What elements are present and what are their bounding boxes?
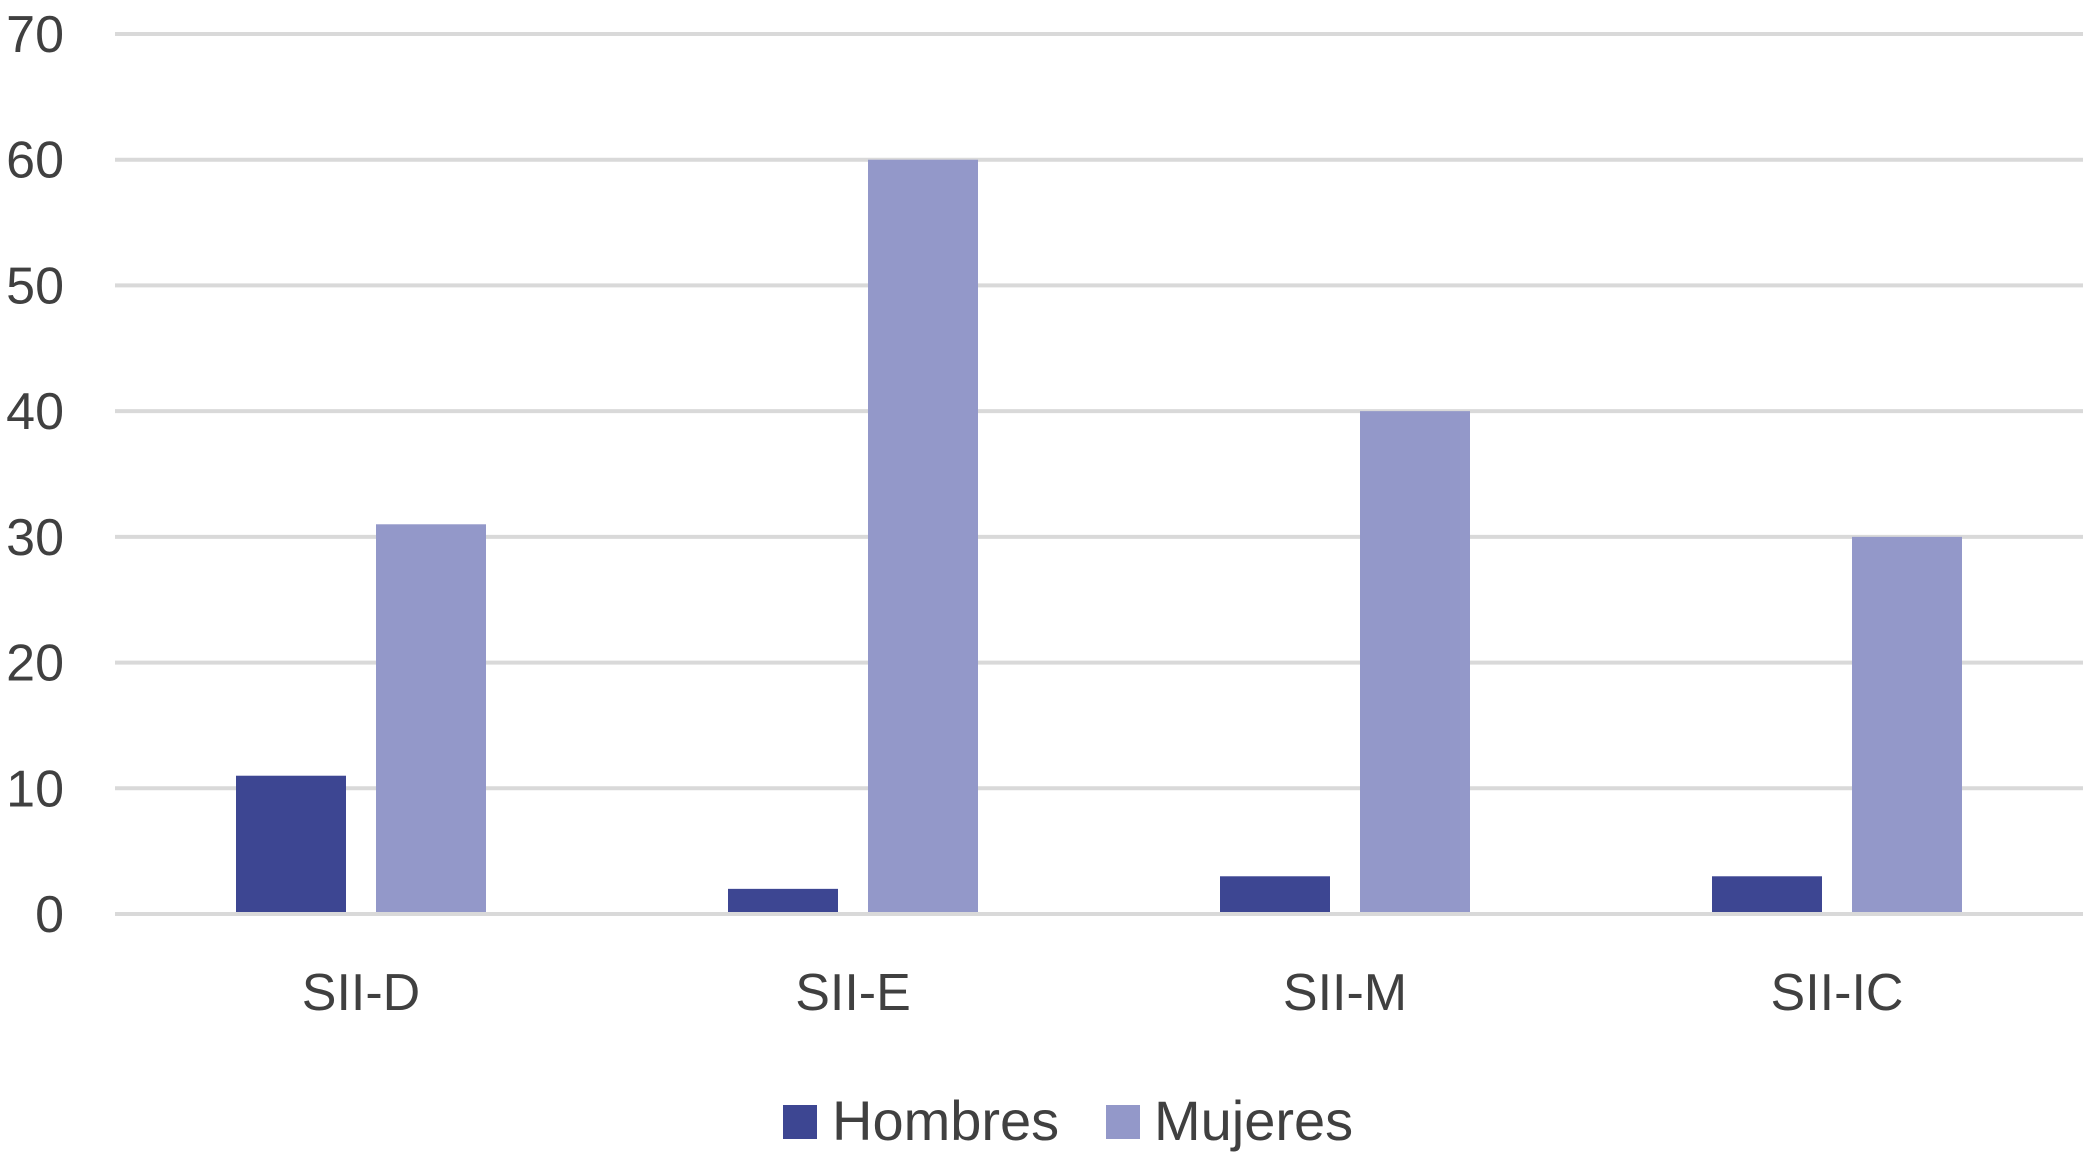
- bar-hombres-sii-e: [728, 888, 838, 914]
- y-tick-label: 50: [6, 257, 64, 315]
- x-category-label: SII-IC: [1771, 964, 1904, 1022]
- y-tick-label: 40: [6, 383, 64, 441]
- x-category-label: SII-M: [1283, 964, 1407, 1022]
- y-tick-label: 30: [6, 509, 64, 567]
- bars: [115, 159, 2083, 916]
- y-tick-label: 0: [35, 886, 64, 944]
- legend-label: Mujeres: [1154, 1089, 1353, 1152]
- legend: Hombres Mujeres: [783, 1089, 1353, 1152]
- bar-hombres-sii-m: [1220, 876, 1330, 914]
- legend-label: Hombres: [832, 1089, 1059, 1152]
- bar-mujeres-sii-e: [868, 159, 978, 914]
- x-category-label: SII-E: [795, 964, 911, 1022]
- bar-mujeres-sii-m: [1360, 411, 1470, 914]
- bar-hombres-sii-d: [236, 775, 346, 914]
- x-axis-category-labels: SII-D SII-E SII-M SII-IC: [302, 964, 1904, 1022]
- legend-item-mujeres: Mujeres: [1106, 1089, 1353, 1152]
- bar-mujeres-sii-d: [376, 524, 486, 914]
- legend-item-hombres: Hombres: [783, 1089, 1059, 1152]
- x-category-label: SII-D: [302, 964, 420, 1022]
- y-tick-label: 10: [6, 760, 64, 818]
- y-axis-tick-labels: 0 10 20 30 40 50 60 70: [6, 6, 64, 944]
- legend-swatch: [783, 1105, 817, 1139]
- y-tick-label: 20: [6, 635, 64, 693]
- bar-hombres-sii-ic: [1712, 876, 1822, 914]
- bar-mujeres-sii-ic: [1852, 536, 1962, 914]
- y-tick-label: 60: [6, 132, 64, 190]
- legend-swatch: [1106, 1105, 1140, 1139]
- y-tick-label: 70: [6, 6, 64, 64]
